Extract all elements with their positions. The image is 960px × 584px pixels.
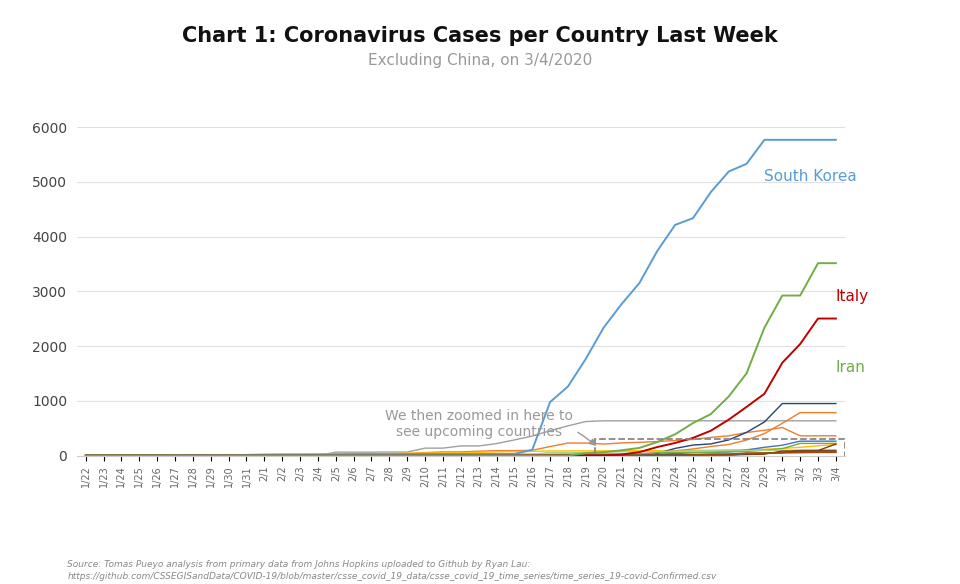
Text: Source: Tomas Pueyo analysis from primary data from Johns Hopkins uploaded to Gi: Source: Tomas Pueyo analysis from primar… xyxy=(67,561,531,569)
Text: South Korea: South Korea xyxy=(764,169,857,184)
Text: https://github.com/CSSEGISandData/COVID-19/blob/master/csse_covid_19_data/csse_c: https://github.com/CSSEGISandData/COVID-… xyxy=(67,572,716,581)
Text: Excluding China, on 3/4/2020: Excluding China, on 3/4/2020 xyxy=(368,53,592,68)
Bar xyxy=(595,439,845,457)
Text: We then zoomed in here to
see upcoming countries: We then zoomed in here to see upcoming c… xyxy=(385,409,595,445)
Text: Italy: Italy xyxy=(836,289,869,304)
Text: Iran: Iran xyxy=(836,360,866,376)
Text: Chart 1: Coronavirus Cases per Country Last Week: Chart 1: Coronavirus Cases per Country L… xyxy=(182,26,778,46)
